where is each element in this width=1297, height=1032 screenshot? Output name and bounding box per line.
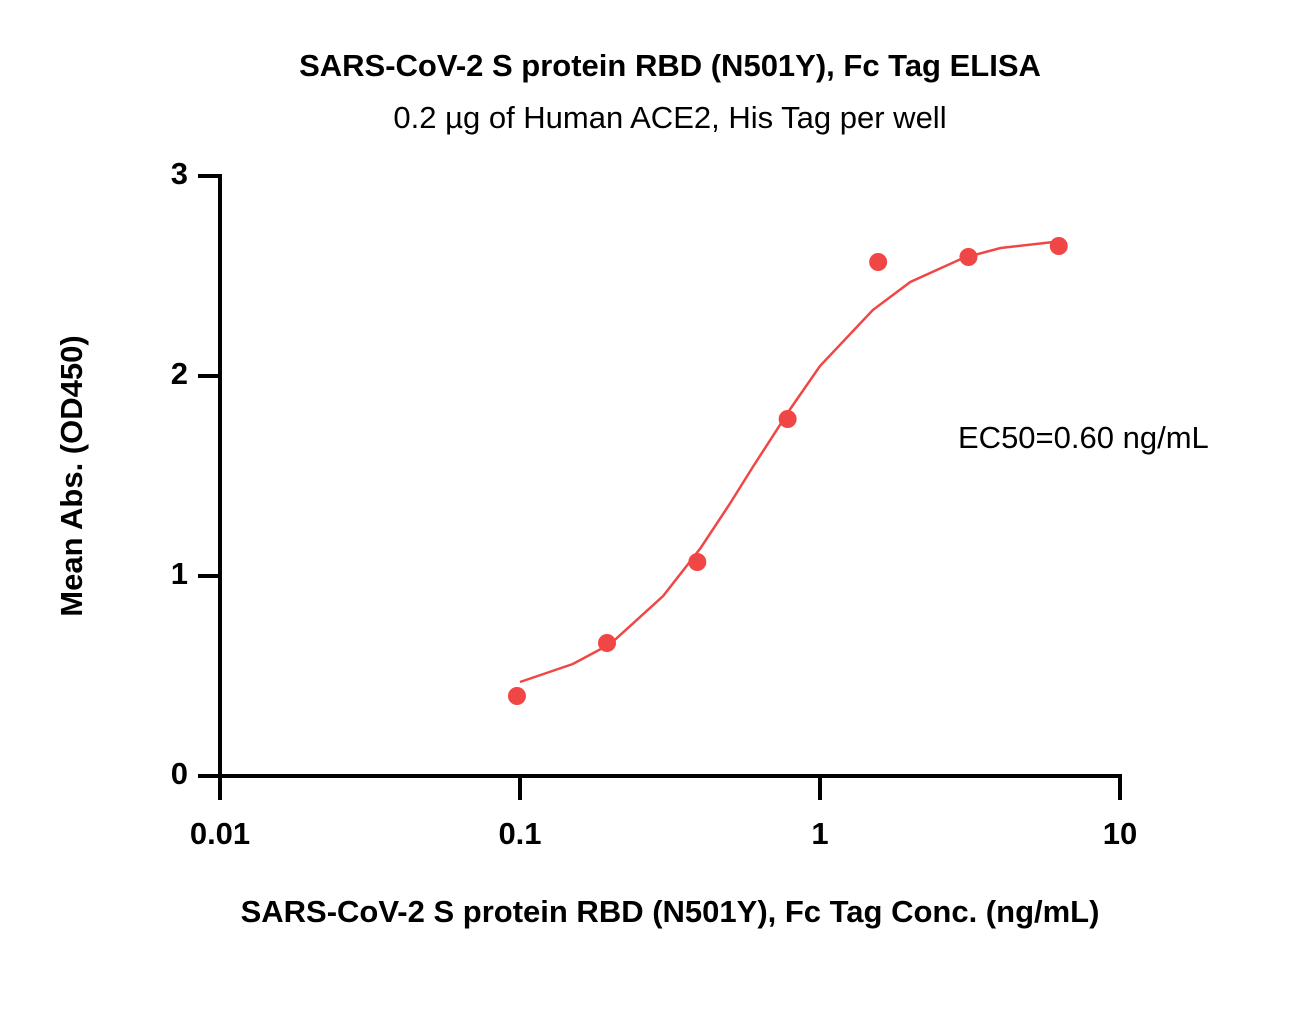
data-point <box>778 410 797 428</box>
data-point <box>1049 237 1068 255</box>
annotation: EC50=0.60 ng/mL <box>958 420 1209 455</box>
fit-curve <box>519 240 1054 684</box>
y-tick-label: 1 <box>171 556 188 591</box>
x-tick-label: 1 <box>811 816 828 851</box>
y-tick-label: 0 <box>171 756 188 791</box>
y-tick-label: 3 <box>171 156 188 191</box>
chart-title: SARS-CoV-2 S protein RBD (N501Y), Fc Tag… <box>299 48 1041 83</box>
data-point <box>688 553 707 571</box>
y-axis-label: Mean Abs. (OD450) <box>54 335 89 616</box>
y-tick-label: 2 <box>171 356 188 391</box>
data-point <box>959 248 978 266</box>
x-tick-label: 0.01 <box>190 816 250 851</box>
data-point <box>598 634 617 652</box>
data-point <box>507 687 526 705</box>
chart-subtitle: 0.2 µg of Human ACE2, His Tag per well <box>393 100 946 135</box>
x-tick-label: 10 <box>1103 816 1137 851</box>
data-point <box>869 253 888 271</box>
x-axis-label: SARS-CoV-2 S protein RBD (N501Y), Fc Tag… <box>241 894 1100 929</box>
x-tick-label: 0.1 <box>498 816 541 851</box>
